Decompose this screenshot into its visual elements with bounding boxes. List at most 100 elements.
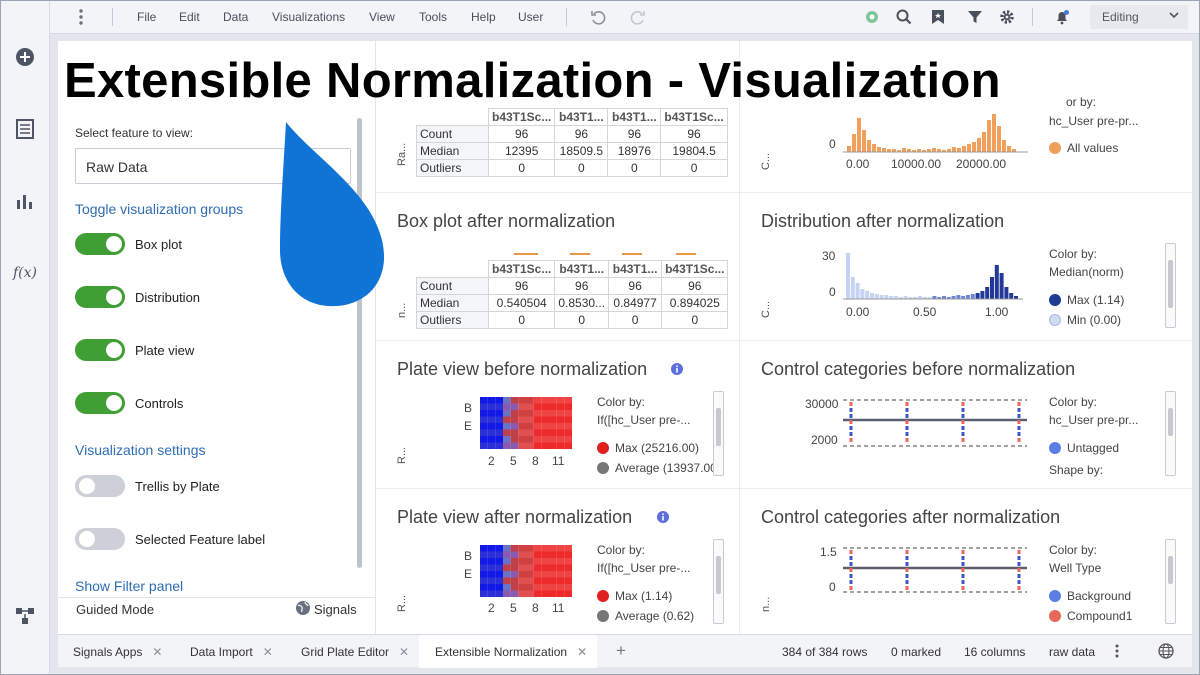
boxplot-toggle[interactable] bbox=[75, 233, 125, 255]
histogram-bar bbox=[898, 297, 903, 299]
menu-view[interactable]: View bbox=[369, 10, 395, 24]
filter-icon[interactable] bbox=[965, 7, 985, 27]
heatmap-cell bbox=[556, 436, 565, 443]
info-icon[interactable] bbox=[671, 362, 683, 380]
heatmap-cell bbox=[495, 584, 503, 591]
control-point bbox=[1017, 408, 1021, 412]
mode-dropdown[interactable]: Editing bbox=[1090, 5, 1188, 29]
histogram-bar bbox=[902, 148, 906, 152]
histogram-bar bbox=[850, 277, 855, 299]
control-point bbox=[1017, 580, 1021, 584]
control-point bbox=[849, 556, 853, 560]
feature-label-toggle[interactable] bbox=[75, 528, 125, 550]
tab-extensible-normalization[interactable]: Extensible Normalization ✕ bbox=[419, 635, 597, 668]
control-point bbox=[905, 432, 909, 436]
histogram-bar bbox=[918, 296, 922, 299]
tab-grid-plate-editor[interactable]: Grid Plate Editor ✕ bbox=[286, 635, 414, 668]
legend-scrollbar[interactable] bbox=[1165, 539, 1176, 624]
close-icon[interactable]: ✕ bbox=[152, 645, 163, 659]
more-vertical-icon[interactable] bbox=[71, 7, 91, 27]
column-header: b43T1Sc... bbox=[661, 260, 729, 278]
gear-icon[interactable] bbox=[997, 7, 1017, 27]
heatmap-cell bbox=[487, 436, 496, 443]
more-vertical-icon[interactable] bbox=[1115, 644, 1119, 661]
info-icon[interactable] bbox=[657, 510, 669, 528]
controls-after-axis-label: n... bbox=[760, 596, 772, 612]
signals-link[interactable]: Signals bbox=[314, 602, 357, 617]
histogram-bar bbox=[927, 297, 932, 299]
add-icon[interactable] bbox=[13, 45, 37, 69]
flow-icon[interactable] bbox=[13, 604, 37, 628]
table-cell: 0 bbox=[660, 159, 728, 177]
menu-visualizations[interactable]: Visualizations bbox=[272, 10, 346, 24]
histogram-bar bbox=[917, 149, 921, 152]
trellis-toggle[interactable] bbox=[75, 475, 125, 497]
tab-signals-apps[interactable]: Signals Apps ✕ bbox=[58, 635, 173, 668]
menu-file[interactable]: File bbox=[137, 10, 157, 24]
plateview-toggle[interactable] bbox=[75, 339, 125, 361]
visualizations-icon[interactable] bbox=[13, 189, 37, 213]
legend-scrollbar[interactable] bbox=[713, 539, 724, 624]
feature-select[interactable]: Raw Data bbox=[75, 148, 351, 184]
tab-data-import[interactable]: Data Import ✕ bbox=[175, 635, 282, 668]
col-label: 5 bbox=[510, 454, 517, 468]
menu-help[interactable]: Help bbox=[471, 10, 496, 24]
plate-before-axis-label: R... bbox=[396, 446, 408, 464]
heatmap-cell bbox=[495, 423, 503, 430]
heatmap-cell bbox=[526, 558, 534, 565]
bookmark-icon[interactable] bbox=[928, 7, 948, 27]
heatmap-cell bbox=[510, 577, 519, 584]
heatmap-cell bbox=[480, 442, 488, 449]
function-icon[interactable]: f(x) bbox=[13, 265, 38, 281]
search-icon[interactable] bbox=[894, 7, 914, 27]
heatmap-cell bbox=[533, 584, 542, 591]
heatmap-cell bbox=[541, 410, 549, 417]
heatmap-cell bbox=[556, 577, 565, 584]
control-point bbox=[905, 568, 909, 572]
menu-edit[interactable]: Edit bbox=[179, 10, 200, 24]
dist-after-axis-label: C... bbox=[760, 300, 772, 318]
heatmap-cell bbox=[518, 584, 526, 591]
heatmap-cell bbox=[549, 558, 557, 565]
notification-bell-icon[interactable] bbox=[1052, 7, 1072, 27]
status-bar: Signals Apps ✕ Data Import ✕ Grid Plate Ed… bbox=[58, 634, 1192, 668]
heatmap-cell bbox=[541, 577, 549, 584]
close-icon[interactable]: ✕ bbox=[399, 645, 410, 659]
controls-toggle[interactable] bbox=[75, 392, 125, 414]
close-icon[interactable]: ✕ bbox=[262, 645, 273, 659]
histogram-bar bbox=[997, 126, 1001, 152]
heatmap-cell bbox=[526, 564, 534, 571]
toggle-groups-header: Toggle visualization groups bbox=[75, 201, 244, 217]
legend-scrollbar[interactable] bbox=[713, 391, 724, 476]
add-tab-button[interactable]: + bbox=[616, 641, 626, 660]
control-point bbox=[905, 580, 909, 584]
heatmap-cell bbox=[549, 410, 557, 417]
heatmap-cell bbox=[510, 403, 519, 410]
column-header: b43T1... bbox=[554, 260, 610, 278]
controls-after-chart bbox=[843, 547, 1027, 593]
legend-scrollbar[interactable] bbox=[1165, 391, 1176, 476]
control-point bbox=[1017, 402, 1021, 406]
show-filter-panel-link[interactable]: Show Filter panel bbox=[75, 578, 184, 594]
control-point bbox=[905, 574, 909, 578]
histogram-bar bbox=[985, 287, 990, 299]
legend-scrollbar[interactable] bbox=[1165, 243, 1176, 328]
menu-user[interactable]: User bbox=[518, 10, 544, 24]
menu-tools[interactable]: Tools bbox=[419, 10, 448, 24]
data-table-icon[interactable] bbox=[13, 117, 37, 141]
active-table-name[interactable]: raw data bbox=[1049, 645, 1096, 659]
color-by-value: Median(norm) bbox=[1049, 265, 1124, 279]
menu-data[interactable]: Data bbox=[223, 10, 249, 24]
undo-icon[interactable] bbox=[588, 7, 608, 27]
heatmap-cell bbox=[541, 571, 549, 578]
histogram-bar bbox=[874, 294, 879, 299]
table-cell: 96 bbox=[554, 277, 610, 295]
control-point bbox=[849, 438, 853, 442]
distribution-toggle[interactable] bbox=[75, 286, 125, 308]
redo-icon[interactable] bbox=[628, 7, 648, 27]
recommendations-icon[interactable] bbox=[862, 7, 882, 27]
panel-scrollbar[interactable] bbox=[357, 118, 362, 568]
close-icon[interactable]: ✕ bbox=[577, 645, 588, 659]
y-tick: 2000 bbox=[811, 433, 838, 447]
globe-icon[interactable] bbox=[1158, 643, 1174, 662]
